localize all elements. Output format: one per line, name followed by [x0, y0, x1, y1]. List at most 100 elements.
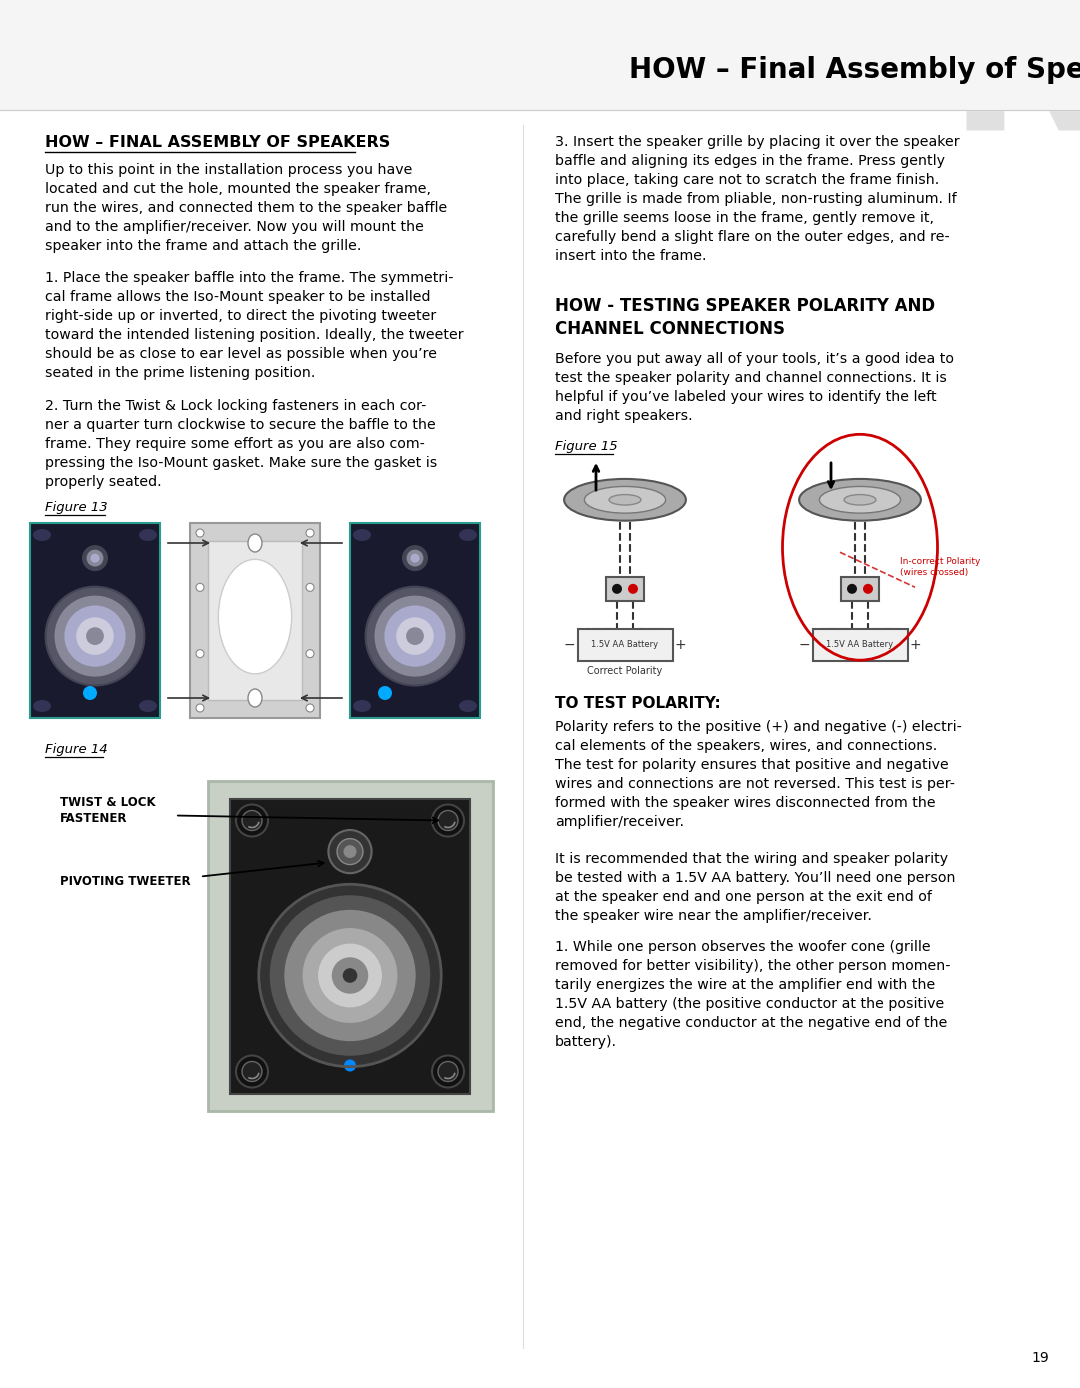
- Ellipse shape: [248, 534, 262, 552]
- Circle shape: [86, 550, 104, 566]
- Circle shape: [375, 595, 456, 676]
- Ellipse shape: [609, 494, 640, 505]
- Circle shape: [195, 529, 204, 537]
- Circle shape: [402, 545, 428, 570]
- Circle shape: [378, 686, 392, 700]
- Circle shape: [612, 584, 622, 594]
- Bar: [230, 798, 470, 1094]
- Circle shape: [306, 583, 314, 591]
- Text: TO TEST POLARITY:: TO TEST POLARITY:: [555, 695, 720, 711]
- Circle shape: [195, 704, 204, 712]
- Circle shape: [306, 704, 314, 712]
- Text: In-correct Polarity
(wires crossed): In-correct Polarity (wires crossed): [900, 557, 981, 577]
- Text: 3. Insert the speaker grille by placing it over the speaker
baffle and aligning : 3. Insert the speaker grille by placing …: [555, 135, 960, 262]
- Circle shape: [237, 805, 268, 837]
- Bar: [578, 629, 673, 661]
- Bar: [0, 0, 1080, 110]
- Circle shape: [195, 650, 204, 658]
- Circle shape: [302, 929, 397, 1023]
- Circle shape: [91, 554, 99, 562]
- Ellipse shape: [353, 700, 372, 712]
- Text: 1. Place the speaker baffle into the frame. The symmetri-
cal frame allows the I: 1. Place the speaker baffle into the fra…: [45, 271, 463, 380]
- Circle shape: [406, 627, 423, 645]
- Text: HOW – Final Assembly of Speakers: HOW – Final Assembly of Speakers: [630, 56, 1080, 85]
- Circle shape: [847, 584, 858, 594]
- Text: 1. While one person observes the woofer cone (grille
removed for better visibili: 1. While one person observes the woofer …: [555, 940, 950, 1048]
- Ellipse shape: [248, 688, 262, 706]
- Text: +: +: [675, 638, 686, 652]
- Circle shape: [54, 595, 135, 676]
- Circle shape: [83, 686, 97, 700]
- Text: 2. Turn the Twist & Lock locking fasteners in each cor-
ner a quarter turn clock: 2. Turn the Twist & Lock locking fastene…: [45, 398, 437, 489]
- Bar: [30, 523, 160, 718]
- Text: −: −: [799, 638, 810, 652]
- Circle shape: [45, 587, 145, 686]
- Circle shape: [342, 969, 357, 983]
- Text: 19: 19: [1031, 1351, 1049, 1364]
- Bar: [841, 577, 879, 601]
- Circle shape: [410, 554, 419, 562]
- Circle shape: [86, 627, 104, 645]
- Circle shape: [328, 830, 372, 873]
- Circle shape: [319, 944, 382, 1008]
- Circle shape: [863, 584, 873, 594]
- Circle shape: [195, 583, 204, 591]
- Circle shape: [242, 1062, 262, 1081]
- Ellipse shape: [564, 479, 686, 520]
- Circle shape: [438, 1062, 458, 1081]
- Circle shape: [343, 845, 356, 858]
- Ellipse shape: [33, 700, 51, 712]
- Text: Figure 14: Figure 14: [45, 743, 108, 756]
- Text: It is recommended that the wiring and speaker polarity
be tested with a 1.5V AA : It is recommended that the wiring and sp…: [555, 852, 956, 923]
- Circle shape: [627, 584, 638, 594]
- Circle shape: [432, 805, 464, 837]
- Ellipse shape: [459, 529, 477, 541]
- Text: R: R: [947, 0, 1080, 172]
- Ellipse shape: [33, 529, 51, 541]
- Text: CHANNEL CONNECTIONS: CHANNEL CONNECTIONS: [555, 321, 785, 339]
- Text: PIVOTING TWEETER: PIVOTING TWEETER: [60, 874, 191, 888]
- Bar: [208, 541, 302, 700]
- Bar: [190, 523, 320, 718]
- Text: HOW – FINAL ASSEMBLY OF SPEAKERS: HOW – FINAL ASSEMBLY OF SPEAKERS: [45, 135, 390, 150]
- Circle shape: [65, 605, 125, 666]
- Ellipse shape: [799, 479, 921, 520]
- Circle shape: [384, 605, 446, 666]
- Ellipse shape: [459, 700, 477, 712]
- Bar: [30, 523, 160, 718]
- Ellipse shape: [353, 529, 372, 541]
- Ellipse shape: [139, 529, 157, 541]
- Circle shape: [306, 529, 314, 537]
- Text: Figure 15: Figure 15: [555, 440, 618, 452]
- Text: 1.5V AA Battery: 1.5V AA Battery: [592, 640, 659, 650]
- Circle shape: [396, 618, 434, 655]
- Bar: [350, 523, 480, 718]
- Circle shape: [432, 1055, 464, 1088]
- Circle shape: [345, 1059, 356, 1072]
- Circle shape: [242, 811, 262, 830]
- Text: −: −: [564, 638, 576, 652]
- Circle shape: [82, 545, 108, 570]
- Circle shape: [406, 550, 423, 566]
- Text: Polarity refers to the positive (+) and negative (-) electri-
cal elements of th: Polarity refers to the positive (+) and …: [555, 720, 962, 829]
- Circle shape: [306, 650, 314, 658]
- Text: 1.5V AA Battery: 1.5V AA Battery: [826, 640, 893, 650]
- Circle shape: [237, 1055, 268, 1088]
- Ellipse shape: [820, 486, 901, 514]
- Bar: [606, 577, 644, 601]
- Bar: [812, 629, 907, 661]
- Circle shape: [366, 587, 464, 686]
- Text: HOW - TESTING SPEAKER POLARITY AND: HOW - TESTING SPEAKER POLARITY AND: [555, 297, 935, 315]
- Text: TWIST & LOCK
FASTENER: TWIST & LOCK FASTENER: [60, 795, 156, 824]
- Text: +: +: [909, 638, 921, 652]
- Ellipse shape: [139, 700, 157, 712]
- Circle shape: [337, 838, 363, 865]
- Circle shape: [77, 618, 113, 655]
- Circle shape: [259, 884, 442, 1067]
- Text: Before you put away all of your tools, it’s a good idea to
test the speaker pola: Before you put away all of your tools, i…: [555, 353, 954, 423]
- Bar: [207, 781, 492, 1110]
- Bar: [230, 798, 470, 1094]
- Text: Figure 13: Figure 13: [45, 501, 108, 514]
- Ellipse shape: [218, 559, 292, 673]
- Bar: [350, 523, 480, 718]
